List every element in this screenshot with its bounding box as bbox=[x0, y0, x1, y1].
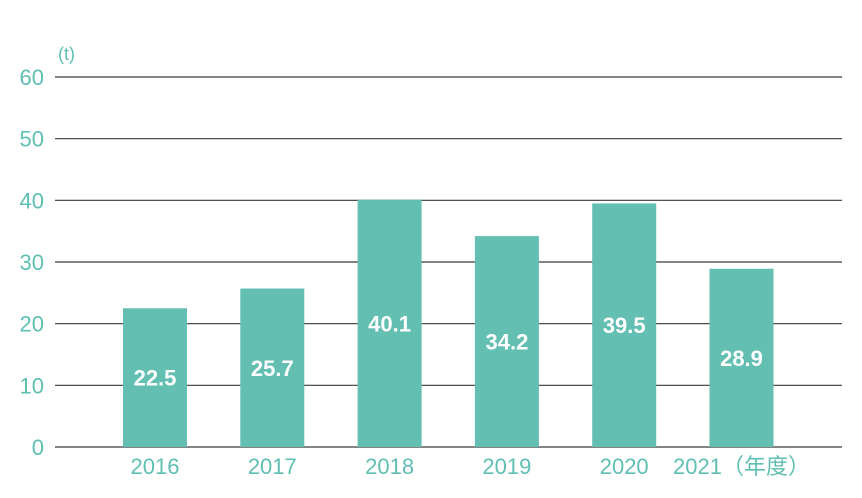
data-label: 34.2 bbox=[485, 330, 528, 355]
data-label: 22.5 bbox=[134, 366, 177, 391]
x-tick-label: 2018 bbox=[365, 454, 414, 479]
y-tick-label: 30 bbox=[20, 250, 44, 275]
bar-2021 bbox=[709, 268, 774, 447]
y-axis-unit-label: (t) bbox=[58, 44, 75, 64]
x-tick-label: 2016 bbox=[131, 454, 180, 479]
data-labels: 22.5 25.7 40.1 34.2 39.5 28.9 bbox=[134, 311, 763, 390]
bars bbox=[123, 199, 774, 447]
y-tick-label: 50 bbox=[20, 127, 44, 152]
bar-2016 bbox=[123, 308, 187, 447]
data-label: 40.1 bbox=[368, 311, 411, 336]
bar-2017 bbox=[240, 288, 305, 447]
bar-2020 bbox=[592, 203, 657, 447]
y-tick-label: 60 bbox=[20, 65, 44, 90]
y-tick-label: 20 bbox=[20, 312, 44, 337]
x-axis-ticks: 2016 2017 2018 2019 2020 2021（年度） bbox=[131, 454, 810, 479]
y-tick-label: 0 bbox=[32, 435, 44, 460]
x-tick-label: 2019 bbox=[482, 454, 531, 479]
bar-2019 bbox=[474, 236, 539, 447]
x-tick-label: 2020 bbox=[600, 454, 649, 479]
bar-2018 bbox=[357, 199, 422, 447]
x-tick-label: 2017 bbox=[248, 454, 297, 479]
y-axis-ticks: 0 10 20 30 40 50 60 bbox=[20, 65, 44, 460]
data-label: 28.9 bbox=[720, 346, 763, 371]
y-tick-label: 40 bbox=[20, 188, 44, 213]
x-tick-label: 2021（年度） bbox=[673, 454, 810, 479]
data-label: 39.5 bbox=[603, 313, 646, 338]
data-label: 25.7 bbox=[251, 356, 294, 381]
y-tick-label: 10 bbox=[20, 373, 44, 398]
